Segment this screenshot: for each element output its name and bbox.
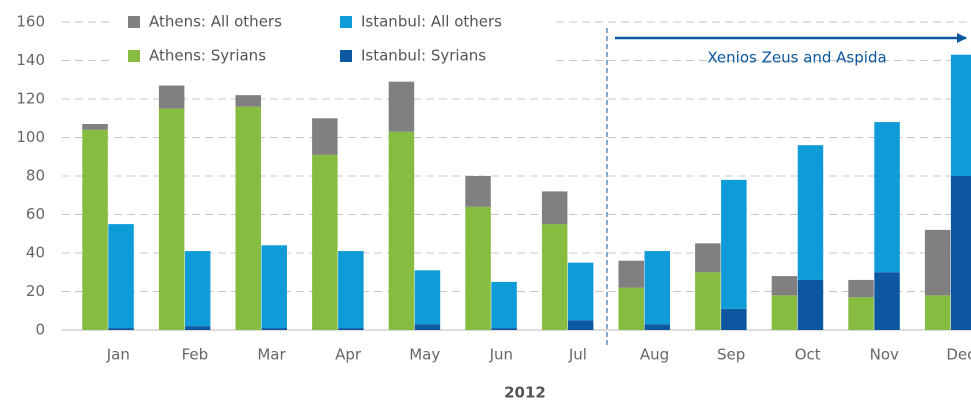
bar [338, 328, 364, 330]
bar [235, 95, 261, 107]
legend: Athens: Syrians Athens: All others Istanbu… [112, 8, 552, 72]
bar [721, 179, 747, 309]
x-tick-label: Aug [640, 346, 669, 364]
bar [618, 260, 644, 288]
x-tick-label: Feb [182, 346, 209, 364]
bar [261, 328, 287, 330]
bar [261, 245, 287, 329]
bar [312, 118, 338, 155]
bar [108, 328, 134, 330]
bar [771, 295, 798, 330]
bar [541, 224, 568, 330]
legend-label: Athens: All others [149, 13, 282, 31]
bar [924, 229, 951, 296]
legend-bg [112, 8, 552, 72]
annotation: Xenios Zeus and Aspida [707, 49, 886, 67]
bar [721, 308, 747, 330]
x-tick-label: Oct [795, 346, 821, 364]
bar [465, 176, 491, 207]
bar [797, 279, 824, 330]
bar [644, 251, 670, 325]
bar [414, 324, 441, 330]
bar [644, 324, 670, 330]
y-tick-label: 160 [16, 13, 45, 31]
x-tick-label: Jun [489, 346, 513, 364]
bar [874, 122, 900, 273]
bar [414, 270, 441, 325]
bar [567, 262, 594, 321]
x-tick-label: Sep [717, 346, 745, 364]
bar [82, 129, 108, 330]
bar [797, 145, 824, 280]
x-tick-label: Nov [870, 346, 899, 364]
bar [235, 106, 261, 330]
x-tick-label: Jan [106, 346, 130, 364]
x-tick-label: Dec [946, 346, 971, 364]
y-tick-label: 60 [26, 205, 45, 223]
x-tick-label: May [409, 346, 440, 364]
legend-swatch [128, 50, 140, 62]
legend-swatch [340, 16, 352, 28]
bar [388, 131, 415, 330]
bar [491, 328, 517, 330]
x-tick-label: Jul [568, 346, 587, 364]
y-tick-label: 100 [16, 128, 45, 146]
bar [184, 251, 211, 327]
bar [312, 154, 338, 330]
x-tick-label: Mar [257, 346, 286, 364]
bars [82, 54, 971, 330]
bar [874, 272, 900, 330]
legend-swatch [128, 16, 140, 28]
y-tick-label: 140 [16, 51, 45, 69]
bar [618, 287, 644, 330]
y-tick-label: 120 [16, 90, 45, 108]
bar [950, 176, 971, 330]
bar [158, 85, 185, 109]
legend-label: Istanbul: Syrians [361, 47, 486, 65]
x-tick-label: Apr [335, 346, 362, 364]
bar [158, 108, 185, 330]
legend-swatch [340, 50, 352, 62]
bar [848, 279, 874, 298]
bar [338, 251, 364, 329]
y-tick-label: 0 [35, 321, 45, 339]
bar [82, 124, 108, 130]
y-tick-label: 80 [26, 167, 45, 185]
bar [184, 326, 211, 330]
y-tick-label: 40 [26, 244, 45, 262]
bar [541, 191, 568, 225]
bar [771, 276, 798, 296]
y-tick-label: 20 [26, 282, 45, 300]
bar [388, 81, 415, 132]
legend-label: Athens: Syrians [149, 47, 266, 65]
bar [567, 320, 594, 330]
x-axis-label: 2012 [504, 384, 546, 402]
legend-label: Istanbul: All others [361, 13, 502, 31]
bar [491, 281, 517, 329]
bar [465, 206, 491, 330]
bar [108, 224, 134, 329]
bar [695, 272, 721, 330]
bar [950, 54, 971, 176]
bar [848, 297, 874, 330]
bar [695, 243, 721, 273]
bar [924, 295, 951, 330]
